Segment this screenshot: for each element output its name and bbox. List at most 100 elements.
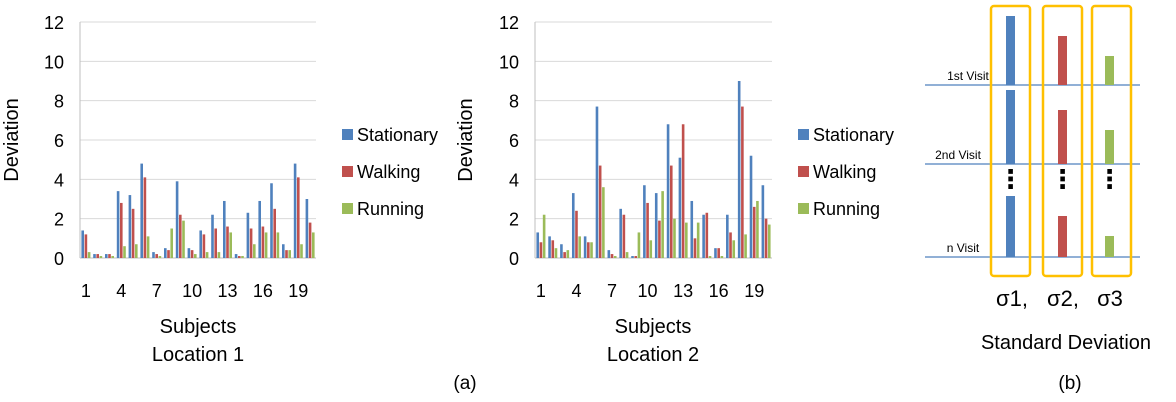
x-tick-label: 7	[607, 281, 617, 301]
bar-stationary-9	[175, 181, 179, 258]
x-axis-label: Subjects	[615, 316, 692, 338]
legend-label-stationary: Stationary	[357, 125, 438, 145]
diagram-bar-2-2	[1058, 110, 1067, 164]
bar-walking-16	[717, 248, 720, 258]
bar-stationary-18	[282, 244, 285, 258]
y-tick-label: 2	[509, 210, 519, 230]
bar-running-9	[637, 232, 641, 258]
bar-walking-10	[646, 202, 649, 258]
bar-stationary-2	[548, 236, 551, 258]
bar-running-18	[744, 234, 747, 258]
bar-running-4	[578, 236, 581, 258]
bar-running-17	[732, 240, 736, 258]
bar-running-6	[602, 187, 605, 258]
legend-label-walking: Walking	[357, 162, 420, 182]
bar-running-13	[229, 232, 232, 258]
bar-stationary-1	[81, 230, 84, 258]
x-tick-label: 19	[288, 281, 308, 301]
y-tick-label: 8	[54, 92, 64, 112]
bar-running-19	[756, 200, 759, 258]
bar-running-11	[205, 252, 209, 258]
standard-deviation-diagram: 1st Visit 2nd Visit n Visit ⋮ ⋮ ⋮ σ1, σ2, σ3 Stan…	[925, 4, 1151, 354]
chart-caption: Location 1	[152, 344, 244, 366]
bar-walking-14	[693, 238, 697, 258]
bar-running-17	[276, 232, 280, 258]
bar-walking-13	[681, 124, 685, 259]
bar-running-7	[158, 256, 162, 258]
diagram-bar-1-3	[1006, 196, 1015, 257]
x-tick-label: 16	[253, 281, 273, 301]
y-tick-label: 6	[509, 131, 519, 151]
bar-running-15	[708, 256, 712, 258]
x-tick-label: 1	[81, 281, 91, 301]
visit-label-2: 2nd Visit	[935, 148, 981, 162]
y-tick-label: 12	[499, 13, 519, 33]
bar-stationary-7	[152, 252, 155, 258]
bar-walking-2	[96, 254, 99, 258]
legend-swatch-walking	[342, 166, 353, 177]
panel-b-caption: (b)	[1058, 373, 1081, 394]
bar-stationary-3	[560, 244, 563, 258]
bar-stationary-8	[164, 248, 167, 258]
bar-running-19	[300, 244, 303, 258]
y-tick-label: 0	[54, 249, 64, 269]
panel-a-caption: (a)	[453, 373, 476, 394]
bar-walking-3	[563, 252, 566, 258]
diagram-bar-1-2	[1006, 90, 1015, 164]
y-tick-label: 4	[54, 170, 64, 190]
bar-walking-12	[214, 228, 217, 258]
bar-stationary-7	[607, 250, 611, 258]
bar-walking-5	[131, 208, 135, 258]
bar-running-2	[554, 248, 558, 258]
bar-stationary-17	[270, 183, 273, 258]
ellipsis-icon: ⋮	[1097, 164, 1123, 194]
bar-walking-19	[297, 177, 300, 258]
bar-running-8	[170, 228, 173, 258]
legend-swatch-stationary	[798, 129, 809, 140]
diagram-bar-2-1	[1058, 36, 1067, 85]
sigma-column-box-3	[1090, 4, 1133, 278]
bar-stationary-4	[116, 191, 120, 258]
bar-stationary-15	[702, 214, 705, 258]
ellipsis-icon: ⋮	[1050, 164, 1076, 194]
diagram-bar-3-3	[1105, 236, 1114, 257]
bar-stationary-12	[666, 124, 670, 259]
bar-walking-2	[551, 240, 555, 258]
sigma-column-box-1	[989, 4, 1032, 278]
bar-running-10	[194, 254, 197, 258]
legend-swatch-running	[798, 203, 809, 214]
bar-running-13	[685, 222, 688, 258]
bar-stationary-16	[258, 200, 261, 258]
bar-stationary-5	[583, 236, 587, 258]
bar-walking-11	[658, 220, 661, 258]
bar-walking-8	[167, 250, 170, 258]
bar-running-16	[720, 256, 724, 258]
bar-walking-17	[273, 208, 276, 258]
x-tick-label: 1	[536, 281, 546, 301]
bar-stationary-10	[187, 248, 191, 258]
chart-caption: Location 2	[607, 344, 699, 366]
y-tick-label: 10	[499, 52, 519, 72]
sigma-label-3: σ3	[1097, 286, 1123, 311]
visit-label-1: 1st Visit	[947, 69, 989, 83]
bar-running-15	[253, 244, 256, 258]
bar-walking-10	[190, 250, 194, 258]
bar-walking-6	[598, 165, 602, 258]
bar-stationary-11	[654, 193, 658, 258]
bar-stationary-18	[737, 81, 741, 258]
bar-running-1	[542, 214, 546, 258]
bar-stationary-20	[761, 185, 765, 258]
bar-running-18	[288, 250, 291, 258]
legend-swatch-walking	[798, 166, 809, 177]
bar-running-16	[264, 232, 268, 258]
bar-running-9	[182, 220, 185, 258]
bar-walking-5	[587, 242, 590, 258]
diagram-bar-1-1	[1006, 16, 1015, 85]
bar-running-5	[590, 242, 593, 258]
bar-running-14	[696, 222, 700, 258]
bar-running-20	[767, 224, 771, 258]
legend-label-walking: Walking	[813, 162, 876, 182]
bar-running-2	[99, 256, 103, 258]
